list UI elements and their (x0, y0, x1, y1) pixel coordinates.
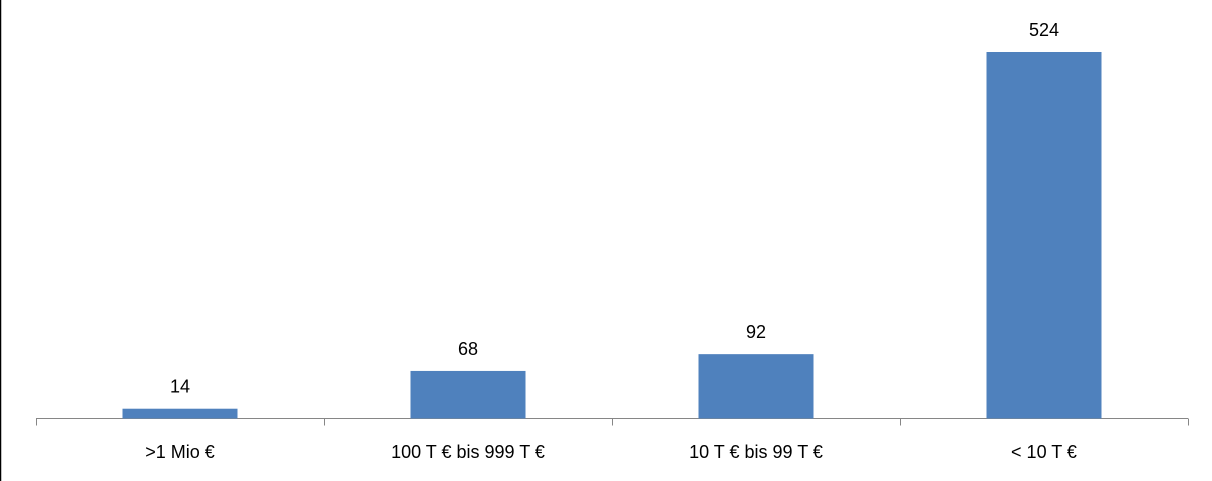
x-tick-label: 100 T € bis 999 T € (391, 442, 545, 462)
data-label: 524 (1029, 20, 1059, 40)
x-axis-ticks (36, 418, 1189, 426)
x-tick-labels-group: >1 Mio € 100 T € bis 999 T € 10 T € bis 99… (145, 442, 1077, 462)
bar (122, 408, 238, 419)
data-labels-group: 14 68 92 524 (170, 20, 1059, 397)
bar (986, 52, 1102, 419)
bars-group (122, 52, 1102, 419)
x-tick-label: < 10 T € (1011, 442, 1077, 462)
data-label: 14 (170, 377, 190, 397)
data-label: 92 (746, 322, 766, 342)
x-tick-label: 10 T € bis 99 T € (689, 442, 823, 462)
x-tick-label: >1 Mio € (145, 442, 215, 462)
bar (698, 354, 814, 419)
bar (410, 370, 526, 419)
data-label: 68 (458, 339, 478, 359)
